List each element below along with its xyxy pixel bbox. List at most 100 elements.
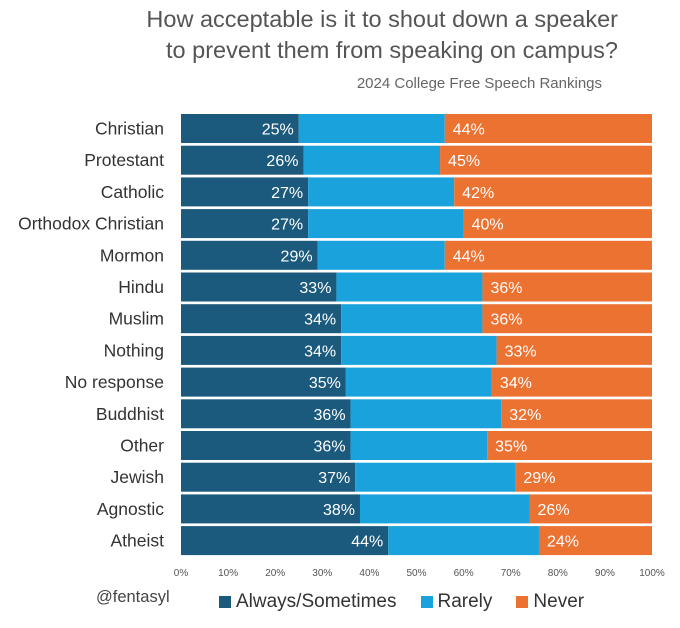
category-label-mormon: Mormon <box>100 245 164 265</box>
legend-item-rarely: Rarely <box>420 591 493 613</box>
data-label-always-sometimes-jewish: 37% <box>318 470 350 487</box>
bar-never-catholic <box>454 177 652 207</box>
category-label-christian: Christian <box>95 119 164 139</box>
category-label-atheist: Atheist <box>111 531 165 551</box>
legend-swatch-never <box>516 596 529 608</box>
bar-rarely-no-response <box>345 367 492 397</box>
data-label-never-agnostic: 26% <box>538 502 570 519</box>
bar-rarely-catholic <box>308 177 455 207</box>
legend-swatch-always-sometimes <box>219 596 231 608</box>
data-label-never-mormon: 44% <box>453 248 485 265</box>
category-label-buddhist: Buddhist <box>96 404 164 424</box>
data-label-never-muslim: 36% <box>490 312 522 329</box>
legend-item-never: Never <box>516 591 584 613</box>
data-label-always-sometimes-atheist: 44% <box>351 534 383 551</box>
data-label-always-sometimes-other: 36% <box>314 439 346 456</box>
category-label-nothing: Nothing <box>104 340 164 360</box>
bar-rarely-mormon <box>317 240 445 270</box>
data-label-always-sometimes-agnostic: 38% <box>323 502 355 519</box>
data-label-never-buddhist: 32% <box>509 407 541 424</box>
x-tick-label: 10% <box>218 568 238 579</box>
chart-title: How acceptable is it to shout down a spe… <box>146 4 618 66</box>
data-label-never-nothing: 33% <box>505 343 537 360</box>
x-tick-label: 50% <box>406 568 426 579</box>
bar-always-sometimes-nothing <box>181 335 342 365</box>
bar-rarely-jewish <box>355 462 516 492</box>
chart-title-line-2: to prevent them from speaking on campus? <box>166 37 618 63</box>
bar-always-sometimes-orthodox-christian <box>181 209 309 239</box>
bar-always-sometimes-christian <box>181 114 299 143</box>
legend-item-always-sometimes: Always/Sometimes <box>219 591 397 613</box>
bar-never-hindu <box>482 272 652 302</box>
bar-never-agnostic <box>529 494 652 524</box>
data-label-never-hindu: 36% <box>490 280 522 297</box>
data-label-always-sometimes-no-response: 35% <box>309 375 341 392</box>
chart-subtitle: 2024 College Free Speech Rankings <box>356 75 602 92</box>
legend-swatch-rarely <box>420 596 433 608</box>
bar-always-sometimes-mormon <box>181 240 318 270</box>
data-label-never-christian: 44% <box>453 122 485 139</box>
data-label-never-jewish: 29% <box>523 470 555 487</box>
legend-label-rarely: Rarely <box>437 591 493 612</box>
bar-rarely-protestant <box>303 145 441 175</box>
x-tick-label: 70% <box>501 568 521 579</box>
category-label-catholic: Catholic <box>101 182 164 202</box>
bar-rarely-other <box>350 431 488 460</box>
data-label-always-sometimes-catholic: 27% <box>271 185 303 202</box>
category-label-muslim: Muslim <box>109 309 164 329</box>
category-label-protestant: Protestant <box>84 150 164 170</box>
bar-never-muslim <box>482 304 652 334</box>
bar-always-sometimes-agnostic <box>181 494 360 524</box>
data-label-always-sometimes-orthodox-christian: 27% <box>271 217 303 234</box>
bar-never-nothing <box>496 335 652 365</box>
x-tick-label: 40% <box>359 568 379 579</box>
data-label-always-sometimes-buddhist: 36% <box>314 407 346 424</box>
x-tick-label: 30% <box>312 568 332 579</box>
author-handle: @fentasyl <box>96 588 170 606</box>
bar-always-sometimes-other <box>181 431 351 460</box>
category-label-jewish: Jewish <box>111 467 165 487</box>
bar-rarely-muslim <box>341 304 483 334</box>
data-label-never-no-response: 34% <box>500 375 532 392</box>
bar-always-sometimes-jewish <box>181 462 356 492</box>
legend-label-never: Never <box>533 591 585 612</box>
bar-rarely-hindu <box>336 272 483 302</box>
bar-always-sometimes-no-response <box>181 367 346 397</box>
bar-never-jewish <box>515 462 652 492</box>
category-label-agnostic: Agnostic <box>97 499 164 519</box>
data-label-always-sometimes-mormon: 29% <box>281 248 313 265</box>
x-tick-label: 20% <box>265 568 285 579</box>
bar-rarely-christian <box>298 114 445 143</box>
data-label-never-catholic: 42% <box>462 185 494 202</box>
chart-legend: Always/Sometimes Rarely Never <box>219 591 608 613</box>
legend-label-always-sometimes: Always/Sometimes <box>236 591 397 612</box>
bar-never-mormon <box>444 240 652 270</box>
bar-rarely-orthodox-christian <box>308 209 464 239</box>
data-label-always-sometimes-nothing: 34% <box>304 343 336 360</box>
x-tick-label: 90% <box>595 568 615 579</box>
bar-always-sometimes-hindu <box>181 272 337 302</box>
category-label-hindu: Hindu <box>118 277 164 297</box>
bar-always-sometimes-buddhist <box>181 399 351 429</box>
category-label-other: Other <box>120 436 164 456</box>
bar-always-sometimes-protestant <box>181 145 304 175</box>
data-label-never-atheist: 24% <box>547 534 579 551</box>
x-tick-label: 100% <box>639 568 665 579</box>
bar-never-buddhist <box>501 399 652 429</box>
bar-always-sometimes-atheist <box>181 526 389 556</box>
bar-never-christian <box>444 114 652 143</box>
category-label-orthodox-christian: Orthodox Christian <box>18 214 164 234</box>
x-tick-label: 80% <box>548 568 568 579</box>
bar-rarely-nothing <box>341 335 497 365</box>
bar-never-no-response <box>491 367 652 397</box>
bar-never-atheist <box>538 526 652 556</box>
data-label-always-sometimes-hindu: 33% <box>299 280 331 297</box>
data-label-never-orthodox-christian: 40% <box>472 217 504 234</box>
data-label-always-sometimes-christian: 25% <box>262 122 294 139</box>
chart-title-line-1: How acceptable is it to shout down a spe… <box>146 6 618 32</box>
bar-never-orthodox-christian <box>463 209 652 239</box>
bar-rarely-atheist <box>388 526 539 556</box>
bar-never-protestant <box>440 145 652 175</box>
bar-always-sometimes-catholic <box>181 177 309 207</box>
